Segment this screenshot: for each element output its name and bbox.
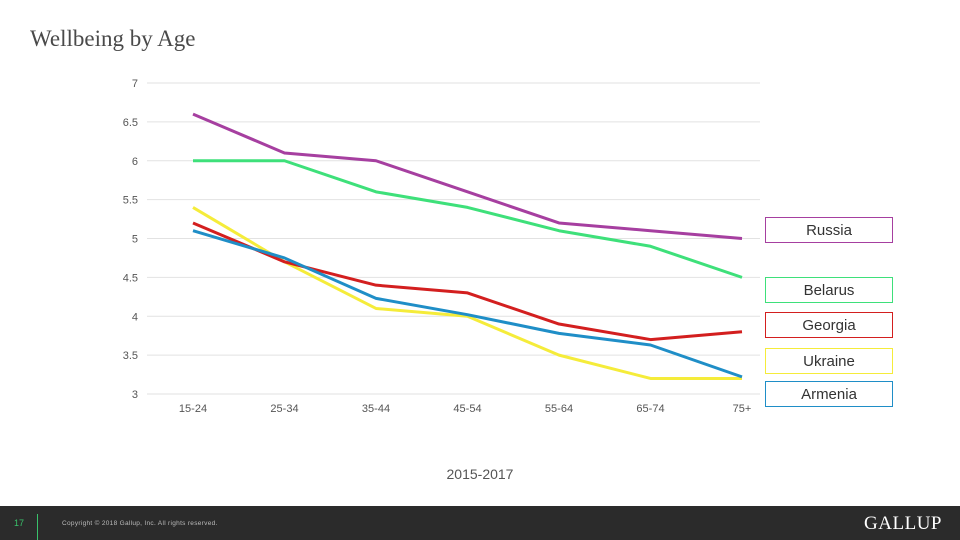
y-tick-label: 5	[132, 234, 138, 246]
x-tick-label: 25-34	[270, 403, 298, 415]
series-line-georgia	[192, 221, 743, 342]
y-tick-label: 4	[132, 311, 138, 323]
x-tick-label: 35-44	[362, 403, 390, 415]
copyright-text: Copyright © 2018 Gallup, Inc. All rights…	[62, 520, 218, 527]
series-line-belarus	[193, 159, 743, 279]
x-tick-label: 45-54	[453, 403, 481, 415]
y-tick-label: 6	[132, 156, 138, 168]
chart-title: Wellbeing by Age	[30, 26, 196, 51]
y-tick-label: 3.5	[123, 350, 138, 362]
page-number: 17	[14, 518, 25, 528]
legend-item-belarus: Belarus	[765, 277, 893, 303]
legend-item-armenia: Armenia	[765, 381, 893, 407]
x-axis-tick-labels: 15-24 25-34 35-44 45-54 55-64 65-74 75+	[179, 403, 751, 415]
gallup-logo: GALLUP	[864, 513, 942, 534]
legend-item-russia: Russia	[765, 217, 893, 243]
series-lines	[192, 112, 743, 380]
legend-item-ukraine: Ukraine	[765, 348, 893, 374]
y-tick-label: 6.5	[123, 117, 138, 129]
footer-bar: 17 Copyright © 2018 Gallup, Inc. All rig…	[0, 506, 960, 540]
x-axis-title: 2015-2017	[446, 466, 514, 482]
x-tick-label: 65-74	[636, 403, 664, 415]
y-tick-label: 7	[132, 78, 138, 90]
x-tick-label: 75+	[733, 403, 752, 415]
series-line-russia	[192, 112, 743, 240]
footer-divider	[37, 514, 38, 540]
line-chart: 7 6.5 6 5.5 5 4.5 4 3.5 3 15-24 25-34 35-44 45-54 55…	[123, 78, 760, 415]
y-tick-label: 4.5	[123, 272, 138, 284]
y-tick-label: 3	[132, 389, 138, 401]
x-tick-label: 15-24	[179, 403, 207, 415]
y-tick-label: 5.5	[123, 195, 138, 207]
series-line-armenia	[192, 229, 743, 379]
y-axis-tick-labels: 7 6.5 6 5.5 5 4.5 4 3.5 3	[123, 78, 138, 401]
legend-item-georgia: Georgia	[765, 312, 893, 338]
x-tick-label: 55-64	[545, 403, 573, 415]
gridlines	[147, 82, 760, 395]
